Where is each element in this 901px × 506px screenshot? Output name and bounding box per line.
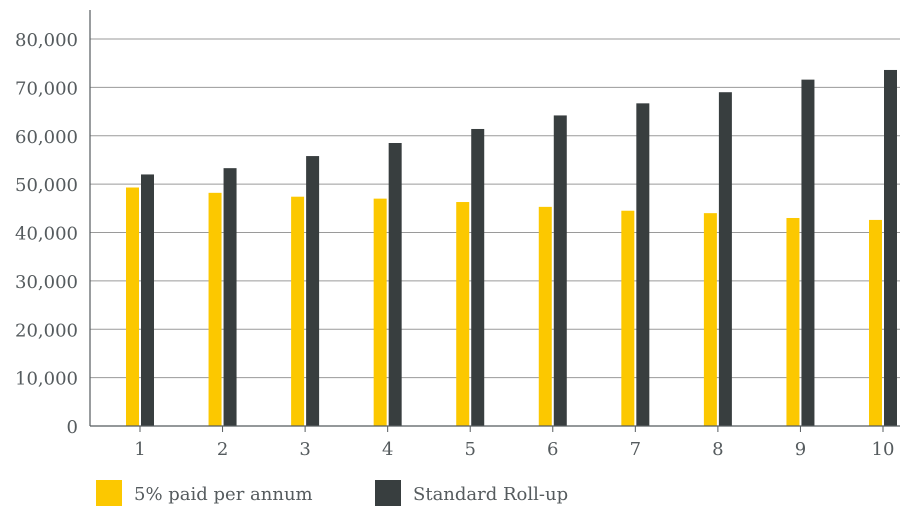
legend: 5% paid per annum Standard Roll-up	[96, 480, 568, 506]
bar-series-0-4	[373, 198, 387, 426]
bar-series-0-1	[126, 187, 139, 426]
axes	[89, 10, 900, 432]
bars	[126, 69, 897, 427]
x-tick-label: 6	[547, 439, 558, 460]
bar-series-1-3	[306, 156, 320, 426]
y-tick-label: 20,000	[15, 320, 78, 341]
y-tick-label: 10,000	[15, 369, 78, 390]
x-tick-labels: 1 2 3 4 5 6 7 8 9 10	[134, 439, 894, 460]
y-tick-label: 30,000	[15, 272, 78, 293]
x-tick-label: 2	[217, 439, 228, 460]
y-tick-label: 0	[67, 417, 78, 438]
legend-swatch-series-0	[96, 480, 122, 506]
bar-series-0-9	[786, 217, 800, 426]
y-tick-labels: 0 10,000 20,000 30,000 40,000 50,000 60,000 70,…	[15, 30, 78, 438]
legend-label-series-0: 5% paid per annum	[134, 484, 313, 505]
bar-series-0-3	[291, 196, 305, 426]
bar-series-0-2	[208, 192, 222, 426]
x-tick-label: 1	[134, 439, 145, 460]
y-tick-label: 70,000	[15, 78, 78, 99]
x-tick-label: 3	[299, 439, 310, 460]
x-tick-label: 9	[795, 439, 806, 460]
bar-series-1-9	[801, 79, 815, 426]
bar-series-0-7	[621, 210, 635, 426]
bar-series-1-2	[223, 168, 237, 426]
bar-series-0-6	[538, 206, 552, 426]
x-tick-label: 7	[630, 439, 641, 460]
bar-series-0-5	[456, 202, 470, 426]
x-tick-label: 8	[712, 439, 723, 460]
bar-series-1-1	[141, 174, 154, 426]
bar-series-1-5	[471, 128, 485, 427]
legend-label-series-1: Standard Roll-up	[413, 484, 568, 505]
y-tick-label: 40,000	[15, 224, 78, 245]
bar-series-1-6	[553, 115, 567, 427]
bar-series-1-7	[636, 103, 650, 427]
bar-series-0-10	[869, 219, 882, 426]
y-tick-label: 60,000	[15, 127, 78, 148]
bar-series-0-8	[703, 213, 717, 426]
bar-series-1-10	[884, 69, 897, 427]
y-tick-label: 80,000	[15, 30, 78, 51]
legend-swatch-series-1	[375, 480, 401, 506]
bar-series-1-8	[718, 92, 732, 427]
y-tick-label: 50,000	[15, 175, 78, 196]
x-tick-label: 4	[382, 439, 393, 460]
x-tick-label: 5	[464, 439, 475, 460]
x-tick-label: 10	[872, 439, 895, 460]
bar-series-1-4	[388, 143, 402, 426]
